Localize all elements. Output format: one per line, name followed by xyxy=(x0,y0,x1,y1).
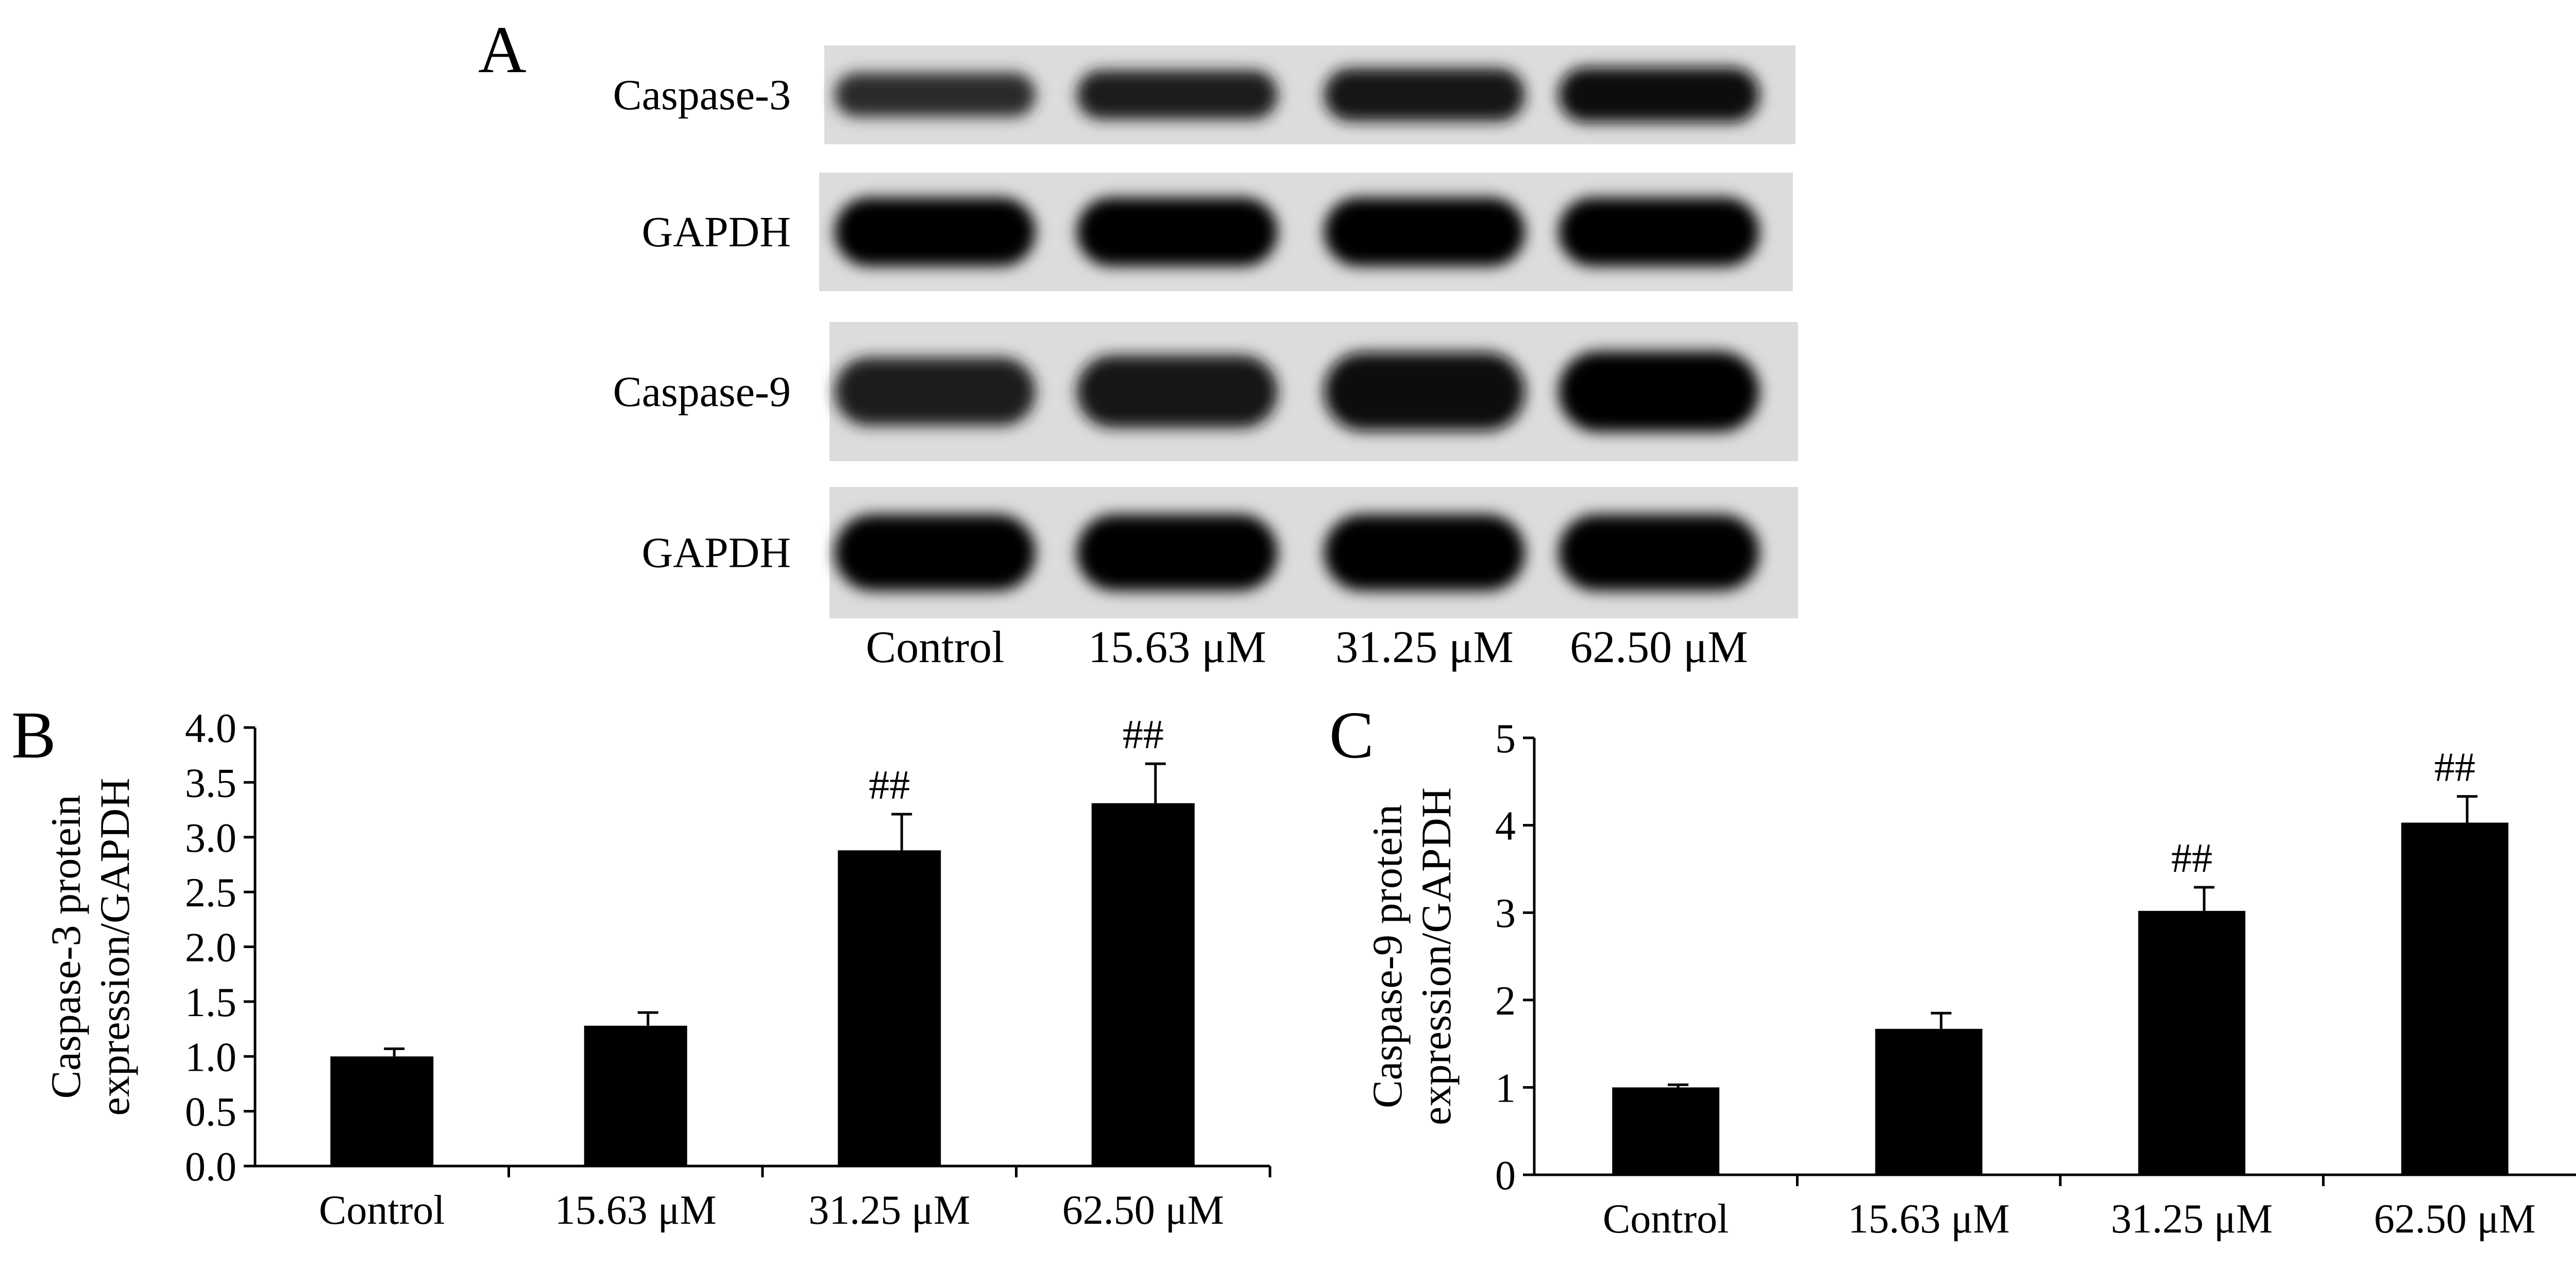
blot-row-labels: Caspase-3 GAPDH Caspase-9 GAPDH xyxy=(613,71,791,577)
blot-band xyxy=(1558,351,1759,432)
bar xyxy=(584,1025,687,1166)
blot-band xyxy=(1558,197,1759,266)
blot-lane-labels: Control 15.63 μM 31.25 μM 62.50 μM xyxy=(866,622,1748,672)
blot-row-label: Caspase-9 xyxy=(613,368,791,416)
blot-lane-label: 31.25 μM xyxy=(1335,622,1513,672)
y-axis-label: Caspase-9 protein xyxy=(1364,804,1411,1108)
y-tick-label: 3.5 xyxy=(185,761,236,806)
y-tick-label: 0 xyxy=(1495,1153,1516,1199)
blot-band xyxy=(1077,514,1278,591)
y-tick-label: 2.0 xyxy=(185,925,236,971)
x-tick-label: Control xyxy=(319,1188,445,1233)
bar xyxy=(330,1056,434,1166)
blot-lane-label: Control xyxy=(866,622,1005,672)
blot-band xyxy=(1324,352,1525,431)
caspase-3-chart: B Caspase-3 protein expression/GAPDH 0.0 0.… xyxy=(11,698,1272,1233)
x-tick-label: 31.25 μM xyxy=(808,1188,970,1233)
blot-band xyxy=(1077,197,1278,266)
x-tick-label: 31.25 μM xyxy=(2111,1196,2273,1242)
blot-band xyxy=(1077,355,1278,428)
bar xyxy=(2138,910,2246,1175)
blot-row-label: GAPDH xyxy=(642,208,791,256)
y-tick-label: 1 xyxy=(1495,1066,1516,1111)
blot-band xyxy=(835,197,1036,266)
blot-band xyxy=(1558,514,1759,591)
x-tick-label: 15.63 μM xyxy=(555,1188,717,1233)
y-axis-label: expression/GAPDH xyxy=(1413,787,1460,1125)
y-axis-label: expression/GAPDH xyxy=(91,778,138,1116)
y-tick-label: 5 xyxy=(1495,716,1516,762)
blot-strips xyxy=(819,45,1798,618)
y-tick-label: 3 xyxy=(1495,891,1516,936)
significance-label: ## xyxy=(2434,745,2476,790)
y-tick-label: 0.5 xyxy=(185,1090,236,1135)
y-tick-label: 0.0 xyxy=(185,1144,236,1190)
y-tick-label: 3.0 xyxy=(185,816,236,861)
x-tick-label: 62.50 μM xyxy=(2374,1196,2536,1242)
blot-band xyxy=(1324,68,1525,122)
bar xyxy=(1091,803,1195,1166)
blot-row-label: Caspase-3 xyxy=(613,71,791,119)
y-tick-label: 1.5 xyxy=(185,980,236,1025)
panel-b-letter: B xyxy=(11,698,56,772)
significance-label: ## xyxy=(1123,712,1164,757)
blot-lane-label: 15.63 μM xyxy=(1088,622,1266,672)
y-tick-label: 4.0 xyxy=(185,706,236,751)
panel-a-letter: A xyxy=(478,13,527,87)
panel-c-letter: C xyxy=(1329,698,1374,772)
bar xyxy=(1875,1028,1982,1175)
blot-band xyxy=(835,357,1036,426)
blot-band xyxy=(1077,70,1278,120)
x-tick-label: 15.63 μM xyxy=(1848,1196,2010,1242)
blot-lane-label: 62.50 μM xyxy=(1570,622,1748,672)
blot-band xyxy=(835,514,1036,591)
significance-label: ## xyxy=(2171,836,2212,881)
blot-band xyxy=(835,73,1036,117)
blot-band xyxy=(1324,514,1525,591)
blot-band xyxy=(1324,197,1525,266)
blot-row-label: GAPDH xyxy=(642,529,791,577)
x-tick-label: 62.50 μM xyxy=(1062,1188,1224,1233)
y-tick-label: 4 xyxy=(1495,804,1516,849)
y-axis-label: Caspase-3 protein xyxy=(42,795,89,1099)
y-tick-label: 2.5 xyxy=(185,870,236,916)
x-tick-label: Control xyxy=(1603,1196,1728,1242)
bar xyxy=(1612,1087,1720,1175)
caspase-9-chart: C Caspase-9 protein expression/GAPDH 0 1 2 3 4… xyxy=(1329,698,2576,1242)
bar xyxy=(838,850,941,1166)
western-blot-panel: A Caspase-3 GAPDH Caspase-9 GAPDH Control 15… xyxy=(478,13,1798,672)
significance-label: ## xyxy=(869,763,910,808)
bar xyxy=(2401,822,2509,1175)
blot-band xyxy=(1558,67,1759,123)
y-tick-label: 1.0 xyxy=(185,1035,236,1080)
y-tick-label: 2 xyxy=(1495,978,1516,1024)
